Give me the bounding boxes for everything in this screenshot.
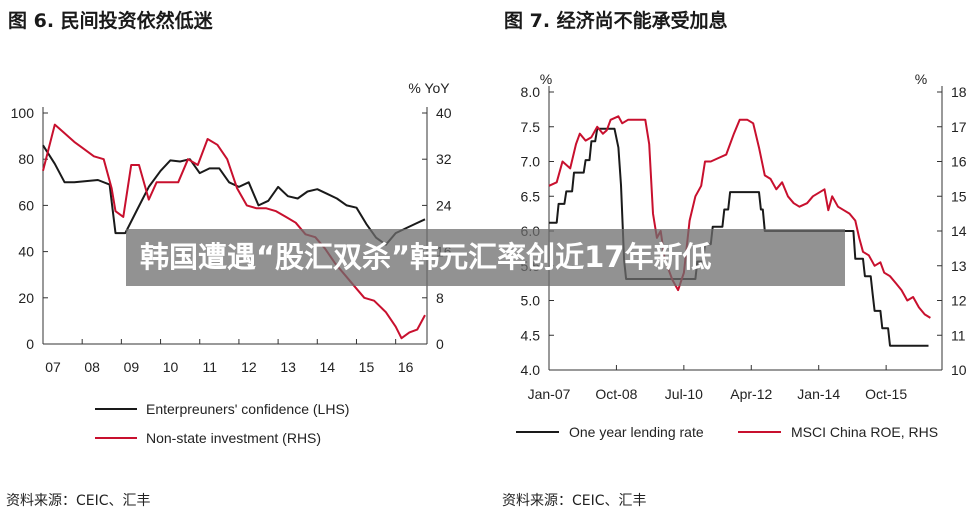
x-tick-label: 09 (124, 359, 140, 375)
left-tick-label: 7.5 (521, 119, 541, 135)
x-tick-label: Jul-10 (665, 386, 703, 402)
x-tick-label: 12 (241, 359, 257, 375)
x-tick-label: Apr-12 (730, 386, 772, 402)
x-tick-label: Oct-08 (595, 386, 637, 402)
left-tick-label: 20 (18, 290, 34, 306)
figure-7-panel: 图 7. 经济尚不能承受加息 4.04.55.05.56.06.57.07.58… (496, 0, 972, 518)
x-tick-label: 14 (319, 359, 335, 375)
right-tick-label: 12 (951, 293, 967, 309)
right-tick-label: 13 (951, 258, 967, 274)
right-tick-label: 15 (951, 188, 967, 204)
x-tick-label: 16 (398, 359, 414, 375)
left-tick-label: 6.5 (521, 188, 541, 204)
x-tick-label: 07 (45, 359, 61, 375)
right-axis-unit: % (915, 71, 927, 87)
right-tick-label: 24 (436, 197, 452, 213)
left-tick-label: 60 (18, 197, 34, 213)
right-tick-label: 32 (436, 151, 452, 167)
left-tick-label: 8.0 (521, 84, 541, 100)
left-tick-label: 100 (11, 105, 35, 121)
left-tick-label: 4.0 (521, 362, 541, 378)
headline-banner: 韩国遭遇“股汇双杀”韩元汇率创近17年新低 (126, 229, 845, 286)
x-tick-label: Jan-07 (528, 386, 571, 402)
x-tick-label: Oct-15 (865, 386, 907, 402)
legend-label-1: Enterpreuners' confidence (LHS) (146, 401, 349, 417)
x-tick-label: 08 (84, 359, 100, 375)
x-tick-label: 15 (359, 359, 375, 375)
x-tick-label: 11 (202, 359, 217, 375)
right-tick-label: 18 (951, 84, 967, 100)
legend-label-2: Non-state investment (RHS) (146, 430, 321, 446)
figure-6-title: 图 6. 民间投资依然低迷 (8, 10, 213, 32)
figure-6-chart: 0204060801000816243240070809101112131415… (11, 80, 452, 446)
left-tick-label: 0 (26, 336, 34, 352)
right-axis-unit: % YoY (408, 80, 450, 96)
right-tick-label: 16 (951, 154, 967, 170)
series-line-2 (548, 115, 931, 319)
left-tick-label: 80 (18, 151, 34, 167)
right-tick-label: 8 (436, 290, 444, 306)
right-tick-label: 14 (951, 223, 967, 239)
left-tick-label: 7.0 (521, 154, 541, 170)
legend-label-2: MSCI China ROE, RHS (791, 424, 938, 440)
figure-7-title: 图 7. 经济尚不能承受加息 (504, 10, 728, 32)
right-tick-label: 11 (951, 327, 966, 343)
left-tick-label: 4.5 (521, 327, 541, 343)
x-tick-label: 10 (163, 359, 179, 375)
legend-label-1: One year lending rate (569, 424, 704, 440)
x-tick-label: 13 (280, 359, 296, 375)
right-tick-label: 10 (951, 362, 967, 378)
series-line-1 (42, 144, 426, 246)
x-tick-label: Jan-14 (797, 386, 840, 402)
figure-7-source: 资料来源：CEIC、汇丰 (502, 493, 647, 509)
left-axis-unit: % (540, 71, 552, 87)
left-tick-label: 40 (18, 244, 34, 260)
left-tick-label: 5.0 (521, 293, 541, 309)
series-line-2 (42, 123, 426, 340)
right-tick-label: 40 (436, 105, 452, 121)
right-tick-label: 0 (436, 336, 444, 352)
figure-6-panel: 图 6. 民间投资依然低迷 02040608010008162432400708… (6, 10, 452, 509)
figure-7-chart: 4.04.55.05.56.06.57.07.58.01011121314151… (516, 71, 967, 440)
figure-6-source: 资料来源：CEIC、汇丰 (6, 493, 151, 509)
right-tick-label: 17 (951, 119, 967, 135)
